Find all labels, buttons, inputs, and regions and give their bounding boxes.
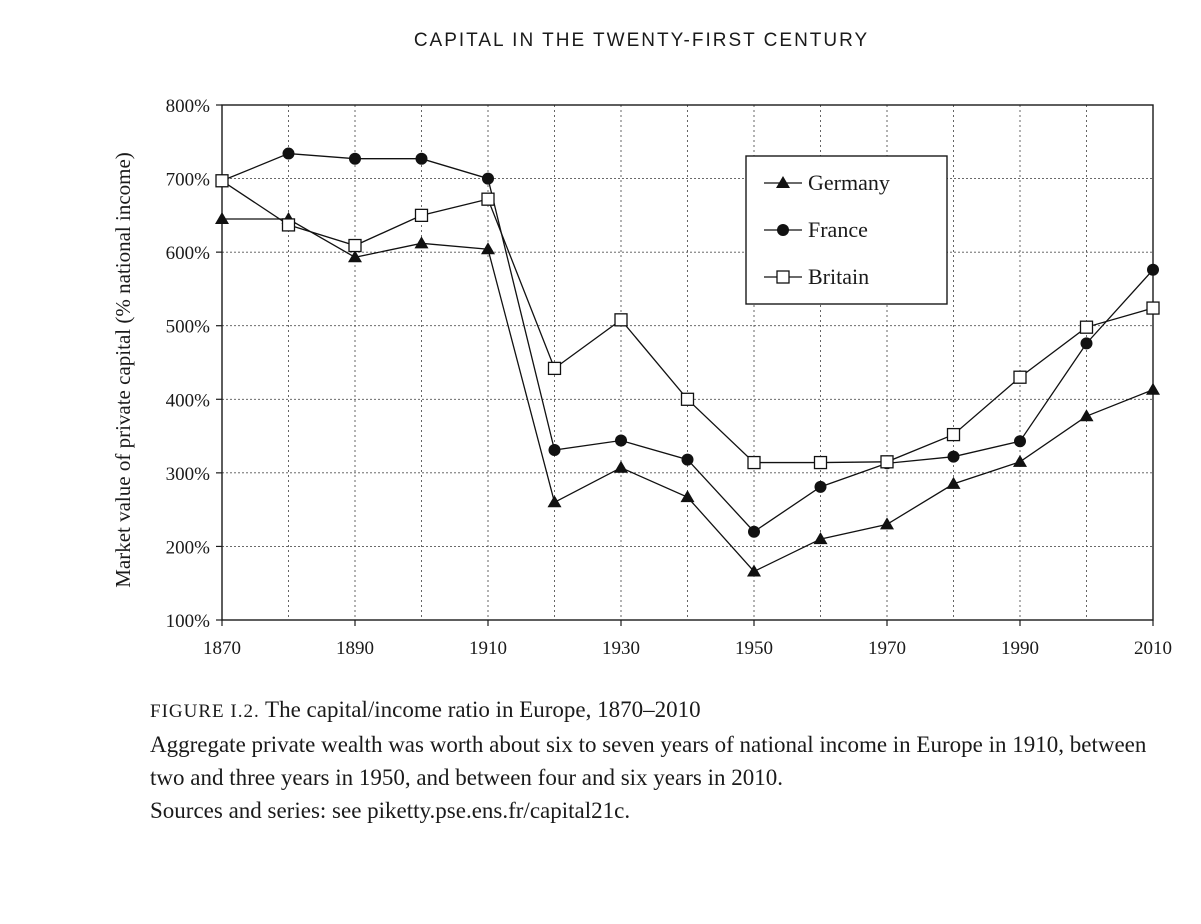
point-britain-1970 bbox=[880, 455, 894, 469]
point-germany-1890 bbox=[348, 250, 362, 263]
figure-description: Aggregate private wealth was worth about… bbox=[150, 732, 1147, 790]
x-tick-label-1970: 1970 bbox=[868, 638, 906, 659]
point-france-1910 bbox=[482, 172, 494, 185]
point-france-1960 bbox=[814, 480, 827, 493]
point-france-1900 bbox=[415, 152, 428, 165]
y-tick-label-500: 500% bbox=[166, 317, 211, 338]
point-britain-1980 bbox=[946, 427, 961, 442]
point-france-2000 bbox=[1080, 337, 1093, 350]
y-tick-label-100: 100% bbox=[166, 611, 211, 632]
point-britain-1920 bbox=[547, 361, 562, 376]
point-germany-1920 bbox=[547, 495, 562, 508]
point-britain-1930 bbox=[614, 313, 628, 327]
y-tick-label-800: 800% bbox=[166, 96, 211, 117]
y-tick-label-600: 600% bbox=[166, 243, 211, 264]
point-germany-2000 bbox=[1079, 409, 1094, 422]
point-germany-1980 bbox=[946, 476, 961, 489]
point-britain-1940 bbox=[680, 392, 695, 406]
figure-caption: FIGURE I.2. The capital/income ratio in … bbox=[150, 693, 1150, 827]
legend-marker-germany bbox=[776, 176, 790, 188]
figure-title: The capital/income ratio in Europe, 1870… bbox=[265, 697, 701, 722]
y-axis-title: Market value of private capital (% natio… bbox=[111, 152, 135, 588]
point-france-1890 bbox=[349, 152, 361, 165]
point-france-1990 bbox=[1014, 435, 1026, 448]
point-germany-1900 bbox=[414, 236, 429, 249]
point-britain-1880 bbox=[281, 218, 296, 232]
point-france-1980 bbox=[947, 450, 960, 463]
point-britain-1960 bbox=[813, 455, 828, 470]
legend: Germany France Britain bbox=[745, 155, 948, 305]
point-germany-1990 bbox=[1013, 454, 1027, 467]
figure-sources: Sources and series: see piketty.pse.ens.… bbox=[150, 798, 631, 823]
point-france-1880 bbox=[282, 147, 295, 160]
point-germany-1870 bbox=[215, 212, 229, 225]
point-germany-1950 bbox=[747, 564, 761, 577]
point-france-1920 bbox=[548, 444, 561, 457]
point-britain-1910 bbox=[481, 192, 495, 206]
legend-label-britain: Britain bbox=[808, 264, 869, 289]
legend-label-germany: Germany bbox=[808, 170, 890, 195]
point-france-1940 bbox=[681, 453, 694, 466]
point-france-1930 bbox=[615, 434, 627, 447]
y-tick-label-700: 700% bbox=[166, 170, 211, 191]
x-tick-label-1910: 1910 bbox=[469, 638, 507, 659]
ticks-layer: 100% 200% 300% 400% 500% 600% 700% 800% 1870 1890… bbox=[166, 96, 1172, 659]
point-france-1950 bbox=[748, 525, 760, 538]
point-germany-1960 bbox=[813, 532, 828, 545]
point-britain-2000 bbox=[1079, 320, 1094, 334]
point-britain-1950 bbox=[747, 455, 761, 470]
point-britain-1990 bbox=[1013, 370, 1027, 384]
point-germany-1940 bbox=[680, 490, 695, 503]
legend-marker-france bbox=[777, 224, 789, 236]
plot-frame bbox=[221, 104, 1154, 621]
point-germany-1910 bbox=[481, 242, 495, 255]
x-tick-label-1890: 1890 bbox=[336, 638, 374, 659]
legend-marker-britain bbox=[776, 270, 790, 284]
point-germany-1970 bbox=[880, 517, 894, 530]
running-head: CAPITAL IN THE TWENTY-FIRST CENTURY bbox=[413, 30, 870, 51]
series-layer bbox=[215, 147, 1160, 577]
x-tick-label-1870: 1870 bbox=[203, 638, 241, 659]
capital-income-chart: 100% 200% 300% 400% 500% 600% 700% 800% 1870 1890… bbox=[111, 96, 1172, 659]
point-britain-1900 bbox=[414, 208, 429, 223]
x-tick-label-2010: 2010 bbox=[1134, 638, 1172, 659]
point-germany-2010 bbox=[1146, 382, 1160, 395]
legend-label-france: France bbox=[808, 217, 868, 242]
point-britain-2010 bbox=[1146, 301, 1160, 315]
series-britain bbox=[215, 174, 1160, 470]
x-tick-label-1930: 1930 bbox=[602, 638, 640, 659]
x-tick-label-1990: 1990 bbox=[1001, 638, 1039, 659]
point-germany-1930 bbox=[614, 460, 628, 473]
y-tick-label-300: 300% bbox=[166, 464, 211, 485]
series-germany bbox=[215, 212, 1160, 577]
x-tick-label-1950: 1950 bbox=[735, 638, 773, 659]
point-france-2010 bbox=[1147, 263, 1159, 276]
point-britain-1870 bbox=[215, 174, 229, 188]
y-tick-label-200: 200% bbox=[166, 537, 211, 558]
y-tick-label-400: 400% bbox=[166, 390, 211, 411]
figure-label: FIGURE I.2. bbox=[150, 701, 260, 722]
point-britain-1890 bbox=[348, 238, 362, 253]
grid-layer bbox=[222, 105, 1153, 620]
